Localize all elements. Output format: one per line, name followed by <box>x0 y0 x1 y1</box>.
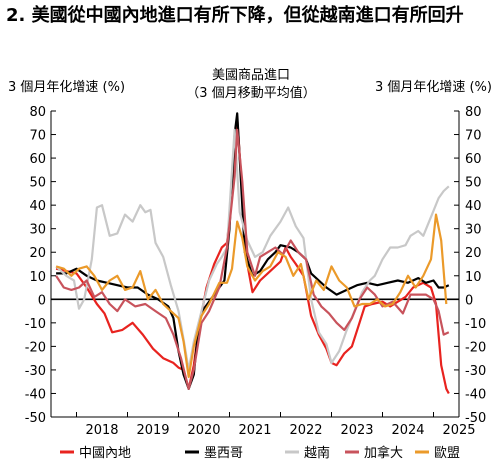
legend-label-2: 越南 <box>304 445 330 461</box>
y-tick-label-right: -30 <box>465 364 486 379</box>
x-tick-label: 2021 <box>238 423 271 438</box>
chart-title: 2. 美國從中國內地進口有所下降，但從越南進口有所回升 <box>6 5 464 26</box>
y-tick-label-left: 30 <box>29 223 46 238</box>
left-axis-label: 3 個月年化增速 (%) <box>8 80 125 95</box>
y-tick-label-left: 60 <box>29 152 46 167</box>
x-tick-label: 2024 <box>391 423 424 438</box>
series-line-0 <box>55 117 450 395</box>
x-tick-label: 2020 <box>187 423 220 438</box>
series-line-4 <box>55 213 448 379</box>
legend-label-1: 墨西哥 <box>204 446 243 461</box>
y-tick-label-right: 70 <box>465 129 482 144</box>
chart-annotation-line1: 美國商品進口 <box>212 68 290 83</box>
y-tick-label-left: 50 <box>29 176 46 191</box>
y-tick-label-right: 0 <box>465 293 473 308</box>
y-tick-label-right: 50 <box>465 176 482 191</box>
y-tick-label-left: 10 <box>29 270 46 285</box>
legend-label-4: 歐盟 <box>434 446 460 461</box>
y-tick-label-left: -30 <box>25 364 46 379</box>
legend: 中國內地 墨西哥 越南 加拿大 歐盟 <box>60 445 460 461</box>
y-tick-label-left: -50 <box>25 411 46 426</box>
series-line-2 <box>55 128 450 371</box>
y-tick-label-left: 20 <box>29 246 46 261</box>
y-tick-label-right: 60 <box>465 152 482 167</box>
y-tick-label-right: -50 <box>465 411 486 426</box>
y-tick-label-left: -10 <box>25 317 46 332</box>
y-tick-label-right: 80 <box>465 105 482 120</box>
x-tick-label: 2023 <box>340 423 373 438</box>
y-tick-label-right: 10 <box>465 270 482 285</box>
x-tick-label: 2025 <box>442 423 475 438</box>
y-tick-label-left: 80 <box>29 105 46 120</box>
y-tick-label-left: 70 <box>29 129 46 144</box>
chart-annotation-line2: （3 個月移動平均值） <box>186 85 315 101</box>
y-tick-label-left: -40 <box>25 387 46 402</box>
y-tick-label-right: -40 <box>465 387 486 402</box>
x-tick-label: 2019 <box>136 423 169 438</box>
legend-label-3: 加拿大 <box>364 445 403 461</box>
x-tick-label: 2022 <box>289 423 322 438</box>
y-tick-label-right: 20 <box>465 246 482 261</box>
legend-label-0: 中國內地 <box>79 446 131 461</box>
y-tick-label-left: 40 <box>29 199 46 214</box>
y-tick-label-right: 40 <box>465 199 482 214</box>
x-tick-label: 2018 <box>85 423 118 438</box>
series-line-3 <box>55 128 450 390</box>
y-tick-label-right: -20 <box>465 340 486 355</box>
y-tick-label-left: -20 <box>25 340 46 355</box>
y-tick-label-left: 0 <box>38 293 46 308</box>
y-tick-label-right: 30 <box>465 223 482 238</box>
right-axis-label: 3 個月年化增速 (%) <box>375 80 492 95</box>
y-tick-label-right: -10 <box>465 317 486 332</box>
